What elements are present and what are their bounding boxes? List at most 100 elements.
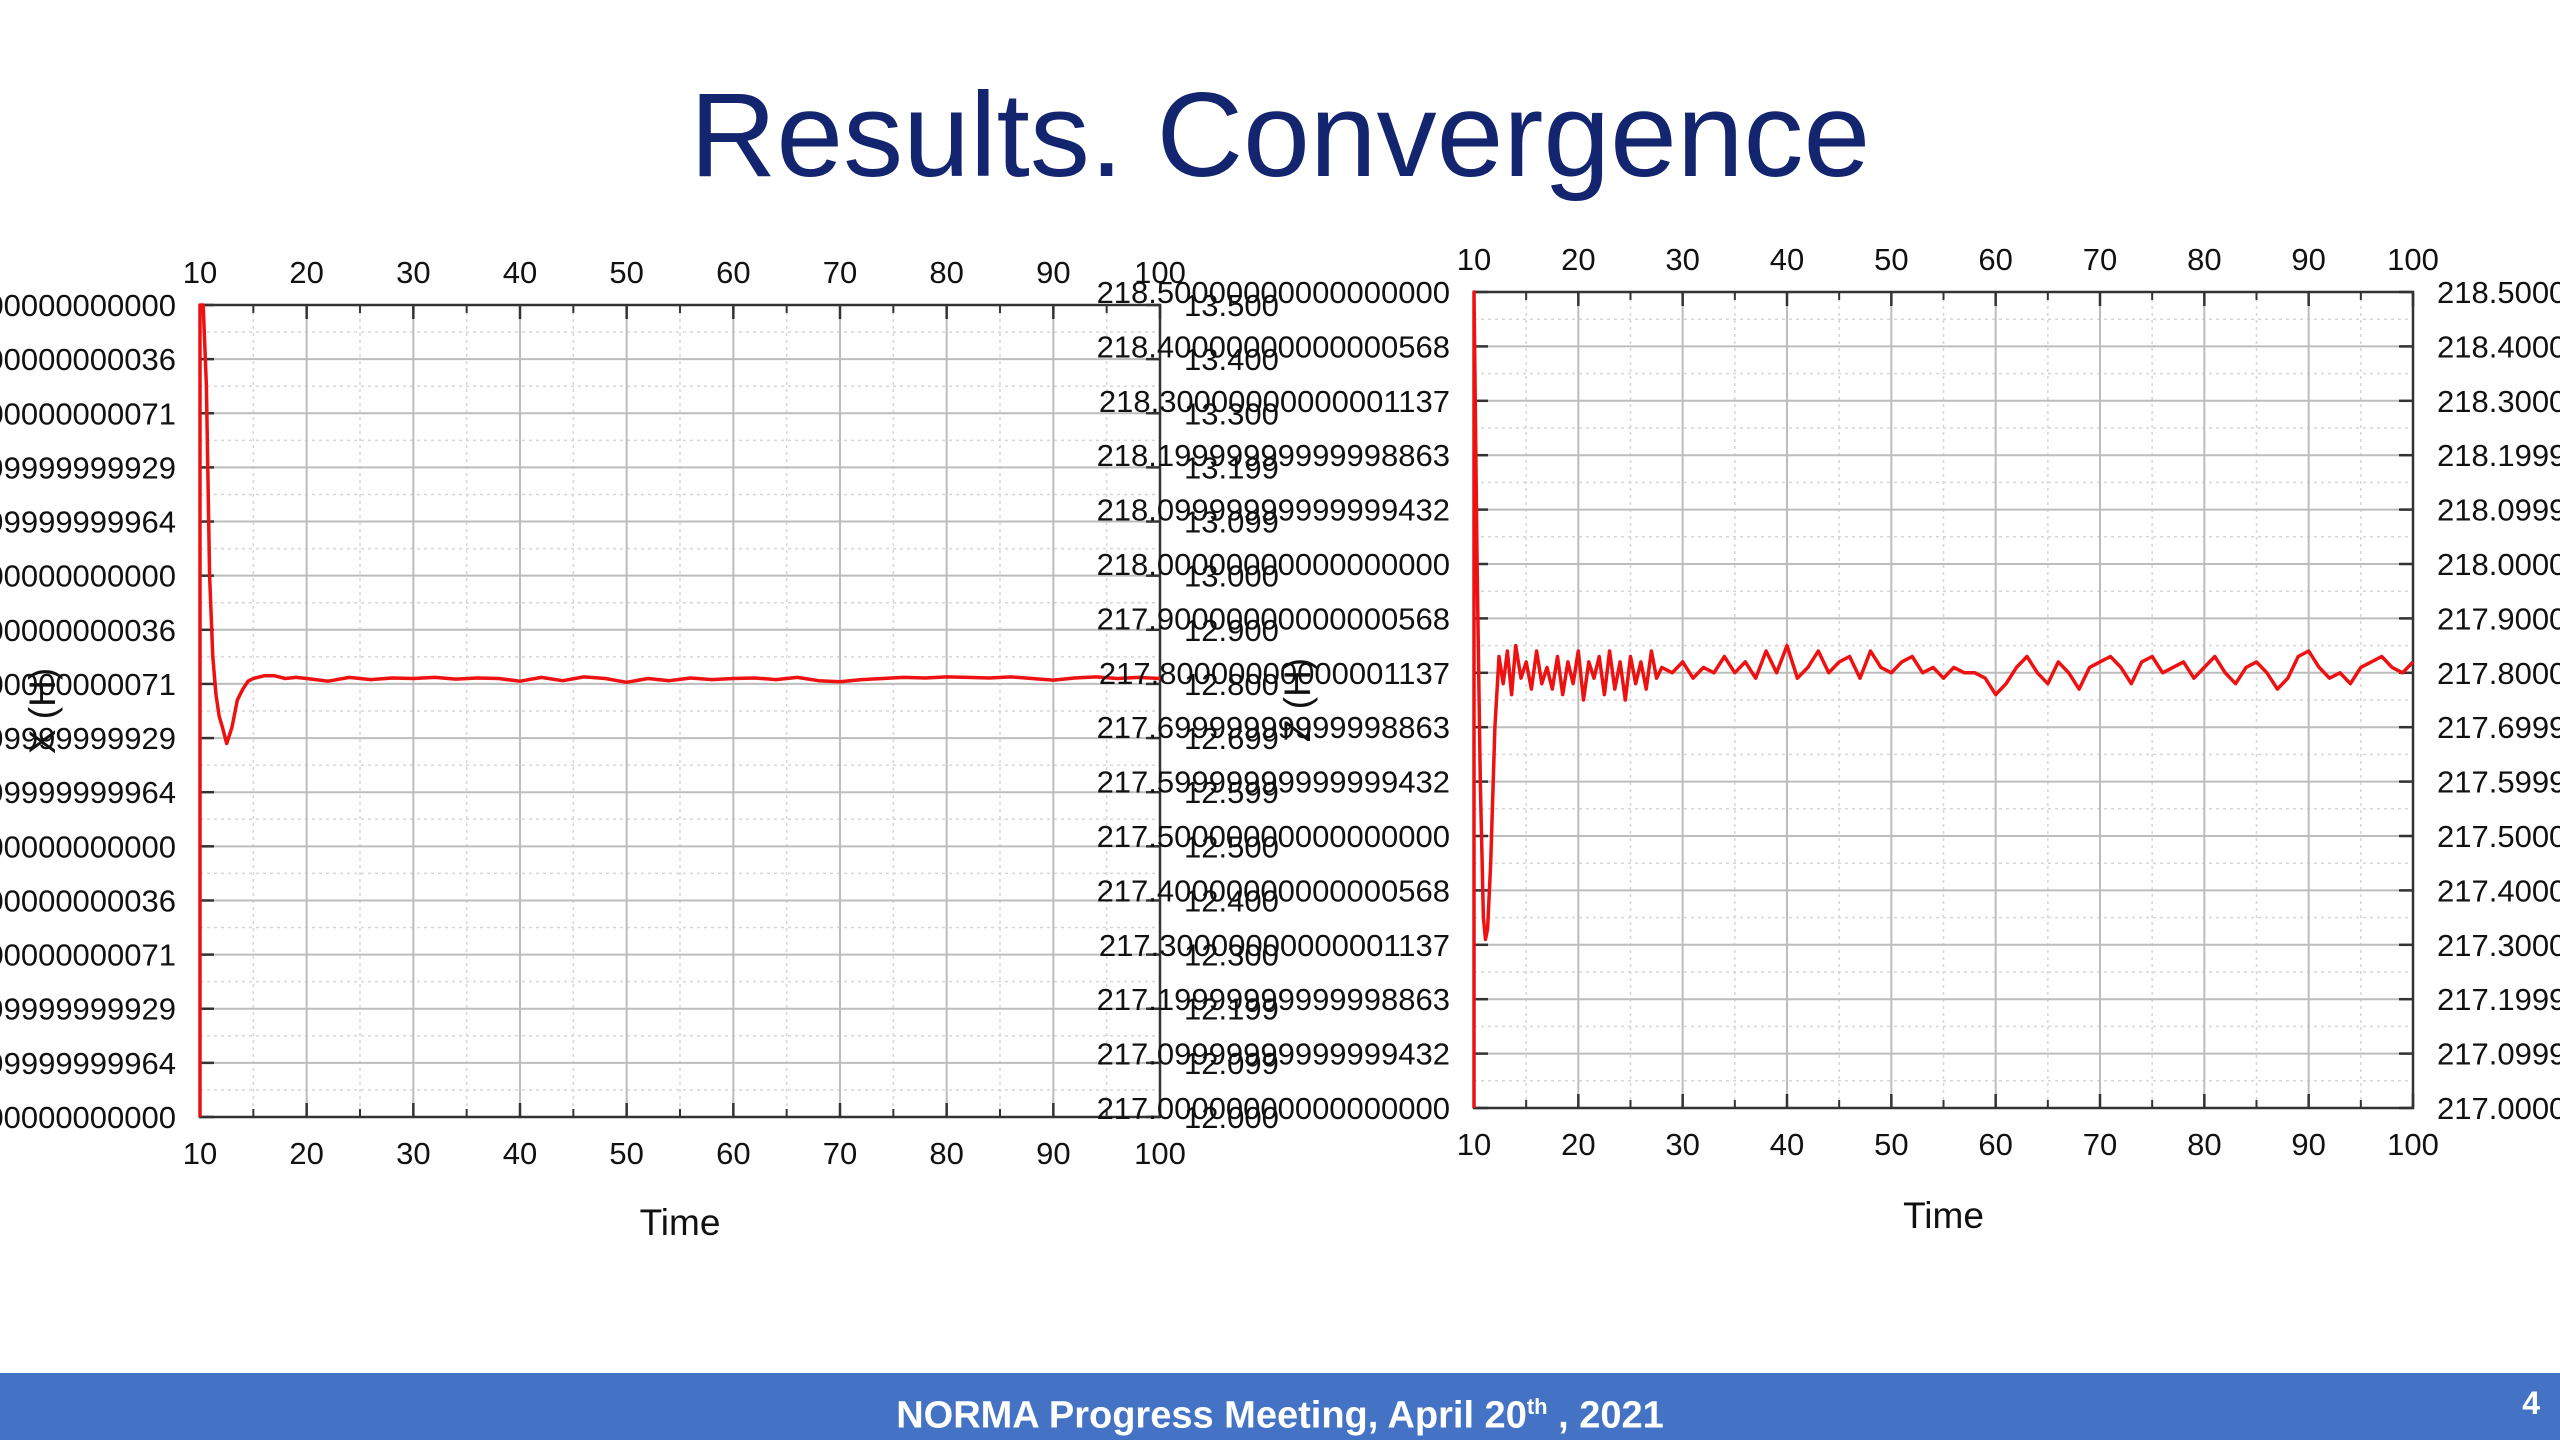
x-x-tick-label-top: 80 xyxy=(929,255,963,290)
z-y-tick-label: 217.59999999999999432 xyxy=(1097,765,1450,800)
x-series-line-0 xyxy=(198,303,1161,1117)
x-y-axis-label: X (H) xyxy=(22,668,63,754)
x-x-tick-label: 100 xyxy=(1134,1136,1186,1171)
x-y-tick-label: 12.69999999999999929 xyxy=(0,721,176,756)
z-y-tick-label: 217.00000000000000000 xyxy=(1097,1091,1450,1126)
x-x-tick-label: 10 xyxy=(183,1136,217,1171)
x-y-tick-label-right: 12.50000000000000000 xyxy=(1184,829,1280,864)
z-y-tick-label-right: 218.09999999999999432 xyxy=(2437,493,2560,528)
x-y-tick-label: 13.30000000000000071 xyxy=(0,396,176,431)
z-x-tick-label: 10 xyxy=(1457,1127,1491,1162)
x-x-tick-label-top: 50 xyxy=(609,255,643,290)
z-y-tick-label-right: 217.09999999999999432 xyxy=(2437,1037,2560,1072)
z-y-tick-label: 218.30000000000001137 xyxy=(1099,384,1450,419)
x-x-tick-label: 90 xyxy=(1036,1136,1070,1171)
z-y-tick-label-right: 217.80000000000001137 xyxy=(2437,656,2560,691)
z-x-tick-label-top: 80 xyxy=(2187,242,2221,277)
x-x-tick-label-top: 20 xyxy=(289,255,323,290)
x-y-tick-label: 12.19999999999999929 xyxy=(0,992,176,1027)
x-x-tick-label-top: 10 xyxy=(183,255,217,290)
z-x-tick-label-top: 90 xyxy=(2291,242,2325,277)
z-y-tick-label-right: 217.90000000000000568 xyxy=(2437,601,2560,636)
footer-text: NORMA Progress Meeting, April 20th , 202… xyxy=(0,1373,2560,1450)
x-convergence-chart: 1010202030304040505060607070808090901001… xyxy=(0,255,1280,1243)
x-y-tick-label: 12.59999999999999964 xyxy=(0,775,176,810)
x-y-tick-label: 13.09999999999999964 xyxy=(0,505,176,540)
z-x-tick-label-top: 30 xyxy=(1665,242,1699,277)
x-y-tick-label: 12.90000000000000036 xyxy=(0,613,176,648)
z-y-tick-label: 217.50000000000000000 xyxy=(1097,819,1450,854)
x-y-tick-label: 12.09999999999999964 xyxy=(0,1046,176,1081)
z-y-tick-label: 217.30000000000001137 xyxy=(1099,928,1450,963)
x-x-axis-label: Time xyxy=(640,1202,721,1243)
z-x-tick-label-top: 10 xyxy=(1457,242,1491,277)
x-y-tick-label: 12.00000000000000000 xyxy=(0,1100,176,1135)
x-x-tick-label-top: 60 xyxy=(716,255,750,290)
z-y-tick-label-right: 218.19999999999998863 xyxy=(2437,438,2560,473)
x-x-tick-label-top: 70 xyxy=(823,255,857,290)
footer-bar: NORMA Progress Meeting, April 20th , 202… xyxy=(0,1373,2560,1440)
z-x-tick-label: 100 xyxy=(2387,1127,2439,1162)
z-x-tick-label-top: 100 xyxy=(2387,242,2439,277)
z-x-tick-label-top: 40 xyxy=(1770,242,1804,277)
z-convergence-chart: 1010202030304040505060607070808090901001… xyxy=(1097,242,2560,1236)
x-y-tick-label: 13.00000000000000000 xyxy=(0,559,176,594)
z-y-axis-label: Z (H) xyxy=(1277,658,1318,742)
z-series-line-0 xyxy=(1472,290,2415,1108)
x-y-tick-label-right: 12.69999999999999929 xyxy=(1184,721,1280,756)
z-y-tick-label: 217.19999999999998863 xyxy=(1097,982,1450,1017)
z-y-tick-label: 217.80000000000001137 xyxy=(1099,656,1450,691)
z-y-tick-label: 218.19999999999998863 xyxy=(1097,438,1450,473)
x-x-tick-label: 50 xyxy=(609,1136,643,1171)
x-y-tick-label: 13.50000000000000000 xyxy=(0,288,176,323)
z-x-axis-label: Time xyxy=(1903,1195,1984,1236)
z-y-tick-label-right: 217.19999999999998863 xyxy=(2437,982,2560,1017)
x-y-tick-label-right: 12.59999999999999964 xyxy=(1184,775,1280,810)
footer-superscript: th xyxy=(1526,1394,1548,1419)
z-y-tick-label: 218.40000000000000568 xyxy=(1097,329,1450,364)
x-y-tick-label-right: 12.30000000000000071 xyxy=(1184,938,1280,973)
z-x-tick-label: 20 xyxy=(1561,1127,1595,1162)
z-x-tick-label-top: 70 xyxy=(2083,242,2117,277)
x-y-tick-label: 12.80000000000000071 xyxy=(0,667,176,702)
x-y-tick-label: 12.50000000000000000 xyxy=(0,829,176,864)
z-x-tick-label: 90 xyxy=(2291,1127,2325,1162)
z-y-tick-label-right: 217.30000000000001137 xyxy=(2437,928,2560,963)
x-x-tick-label: 70 xyxy=(823,1136,857,1171)
z-x-tick-label: 80 xyxy=(2187,1127,2221,1162)
x-y-tick-label-right: 12.19999999999999929 xyxy=(1184,992,1280,1027)
x-y-tick-label-right: 12.09999999999999964 xyxy=(1184,1046,1280,1081)
z-y-tick-label-right: 218.30000000000001137 xyxy=(2437,384,2560,419)
x-y-tick-label: 12.30000000000000071 xyxy=(0,938,176,973)
x-y-tick-label: 12.40000000000000036 xyxy=(0,883,176,918)
x-y-tick-label-right: 12.90000000000000036 xyxy=(1184,613,1280,648)
page-number: 4 xyxy=(2522,1385,2540,1421)
x-y-tick-label-right: 13.30000000000000071 xyxy=(1184,396,1280,431)
x-y-tick-label: 13.19999999999999929 xyxy=(0,450,176,485)
footer-text-main: NORMA Progress Meeting, April 20 xyxy=(896,1394,1527,1437)
z-y-tick-label-right: 217.69999999999998863 xyxy=(2437,710,2560,745)
x-y-tick-label-right: 13.40000000000000036 xyxy=(1184,342,1280,377)
x-y-tick-label-right: 13.00000000000000000 xyxy=(1184,559,1280,594)
z-x-tick-label: 60 xyxy=(1978,1127,2012,1162)
z-y-tick-label: 217.40000000000000568 xyxy=(1097,873,1450,908)
z-y-tick-label: 217.90000000000000568 xyxy=(1097,601,1450,636)
z-x-tick-label: 30 xyxy=(1665,1127,1699,1162)
z-x-tick-label-top: 50 xyxy=(1874,242,1908,277)
z-y-tick-label: 218.09999999999999432 xyxy=(1097,493,1450,528)
x-y-tick-label-right: 13.19999999999999929 xyxy=(1184,450,1280,485)
x-y-tick-label-right: 13.50000000000000000 xyxy=(1184,288,1280,323)
z-x-tick-label-top: 60 xyxy=(1978,242,2012,277)
x-y-tick-label-right: 13.09999999999999964 xyxy=(1184,505,1280,540)
footer-text-year: , 2021 xyxy=(1547,1394,1664,1437)
z-y-tick-label-right: 218.40000000000000568 xyxy=(2437,329,2560,364)
x-x-tick-label: 30 xyxy=(396,1136,430,1171)
z-y-tick-label: 217.69999999999998863 xyxy=(1097,710,1450,745)
z-y-tick-label-right: 218.00000000000000000 xyxy=(2437,547,2560,582)
z-x-tick-label: 70 xyxy=(2083,1127,2117,1162)
x-x-tick-label: 80 xyxy=(929,1136,963,1171)
slide-title: Results. Convergence xyxy=(689,68,1871,202)
z-y-tick-label-right: 217.00000000000000000 xyxy=(2437,1091,2560,1126)
z-x-tick-label: 50 xyxy=(1874,1127,1908,1162)
z-y-tick-label: 218.00000000000000000 xyxy=(1097,547,1450,582)
